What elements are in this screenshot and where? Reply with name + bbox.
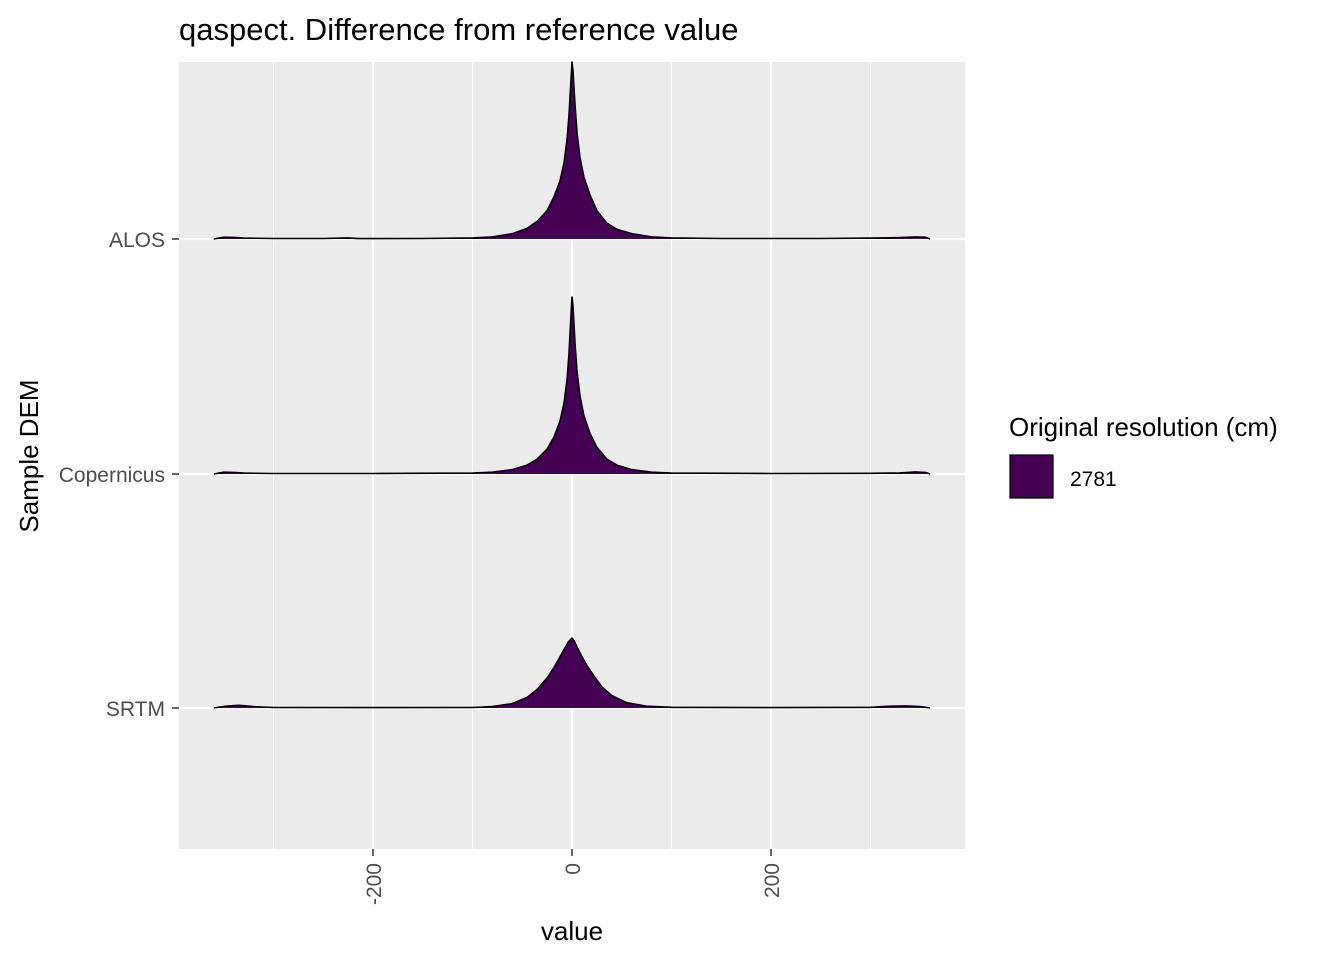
x-tick-label: -200 [363,863,386,905]
x-tick-label: 0 [562,863,585,875]
legend-entry-label: 2781 [1070,468,1117,491]
chart-title: qaspect. Difference from reference value [179,12,738,47]
y-tick-label-alos: ALOS [109,229,165,252]
x-axis-label: value [541,916,603,946]
y-tick-label-copernicus: Copernicus [59,464,165,487]
ridge-area-srtm [213,638,931,708]
y-axis-label: Sample DEM [14,379,44,532]
ridge-outline-copernicus [213,296,931,475]
y-tick-label-srtm: SRTM [106,698,165,721]
legend: Original resolution (cm) 2781 [1009,412,1278,499]
ridge-outline-srtm [213,637,931,709]
ridge-outline-alos [213,61,931,240]
x-tick-label: 200 [761,863,784,898]
legend-key-2781 [1009,454,1054,499]
ridge-area-alos [213,62,931,239]
ridge-area-copernicus [213,297,931,474]
legend-title: Original resolution (cm) [1009,412,1278,442]
